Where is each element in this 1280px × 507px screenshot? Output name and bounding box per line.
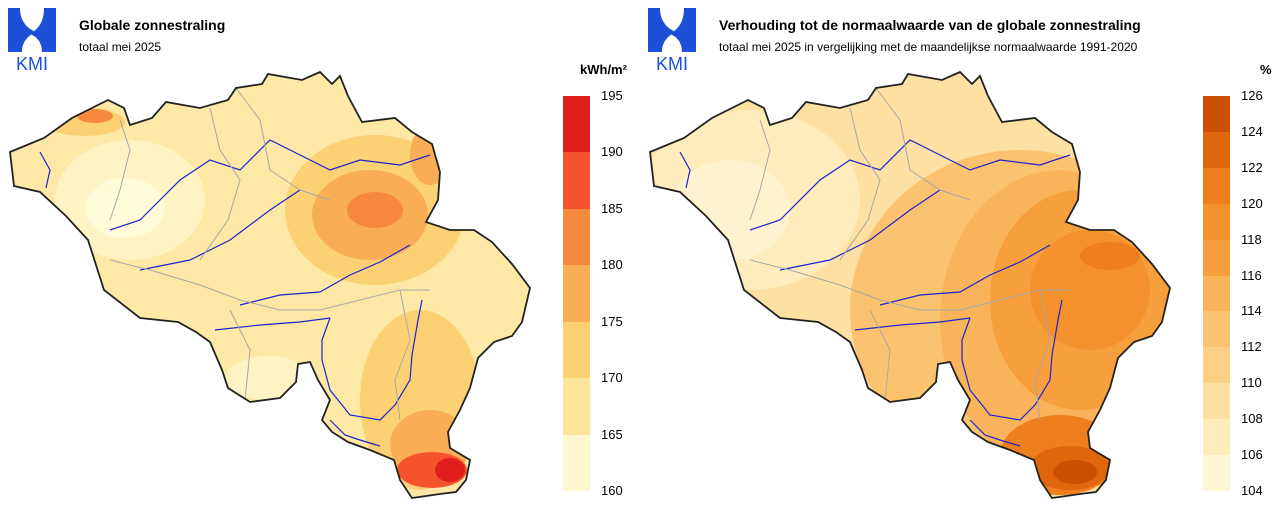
ratio-panel: KMI Verhouding tot de normaalwaarde van … (640, 0, 1280, 507)
legend-tick-label: 106 (1241, 447, 1263, 463)
legend-color-box (563, 321, 590, 379)
legend-color-box (1203, 131, 1230, 169)
legend-tick-label: 180 (601, 257, 623, 273)
province-border (109, 119, 131, 221)
legend-tick-label: 116 (1241, 267, 1262, 283)
river-line (779, 189, 941, 271)
kmi-logo: KMI (648, 8, 696, 72)
legend-tick-label: 124 (1241, 123, 1263, 139)
province-border (749, 259, 1070, 311)
legend-tick-label: 110 (1241, 375, 1262, 391)
legend-color-box (1203, 239, 1230, 277)
peak-radiation-zone (347, 192, 403, 228)
legend-color-box (1203, 347, 1230, 384)
legend-tick-label: 126 (1241, 88, 1263, 103)
river-line (329, 419, 381, 447)
legend-color-box (563, 96, 590, 153)
kmi-logo-wave (670, 8, 696, 52)
river-line (749, 139, 1071, 231)
belgium-ratio-map (649, 70, 1171, 499)
river-line (679, 151, 691, 189)
kmi-logo-text: KMI (16, 54, 48, 72)
legend-unit: kWh/m² (580, 62, 627, 77)
legend-color-box (563, 152, 590, 210)
kmi-logo-wave (30, 8, 56, 52)
province-borders (749, 87, 1070, 421)
legend-tick-label: 165 (601, 426, 623, 442)
river-line (214, 317, 331, 331)
river-line (109, 139, 431, 231)
low-radiation-zone (226, 356, 310, 400)
legend-color-box (1203, 311, 1230, 348)
legend-color-box (1203, 383, 1230, 420)
legend-tick-label: 170 (601, 370, 623, 386)
province-border (875, 87, 971, 201)
river-line (39, 151, 51, 189)
legend-tick-label: 108 (1241, 411, 1263, 427)
river-line (961, 299, 1063, 421)
river-line (139, 189, 301, 271)
kmi-logo: KMI (8, 8, 56, 72)
kmi-logo-text: KMI (656, 54, 688, 72)
legend-color-box (1203, 419, 1230, 456)
radiation-panel: KMI Globale zonnestraling totaal mei 202… (8, 8, 627, 499)
high-radiation-zone (77, 109, 113, 123)
legend-color-box (563, 208, 590, 266)
peak-ratio-zone (1080, 242, 1140, 270)
country-border (9, 70, 531, 499)
legend-tick-label: 160 (601, 483, 623, 498)
rivers (39, 139, 431, 447)
river-line (321, 299, 423, 421)
province-border (109, 259, 430, 311)
legend-tick-label: 175 (601, 313, 623, 329)
rivers (679, 139, 1071, 447)
river-line (239, 244, 411, 306)
province-border (839, 107, 881, 261)
legend-unit: % (1260, 62, 1272, 77)
province-border (229, 309, 251, 401)
max-radiation-zone (435, 458, 465, 482)
province-border (869, 309, 891, 401)
belgium-radiation-map (9, 70, 531, 499)
legend-tick-label: 118 (1241, 231, 1262, 247)
legend-color-box (563, 265, 590, 323)
map-title: Globale zonnestraling (79, 17, 226, 33)
legend-color-box (1203, 275, 1230, 312)
map-title: Verhouding tot de normaalwaarde van de g… (719, 17, 1141, 33)
legend-tick-label: 190 (601, 144, 623, 160)
legend-color-box (1203, 167, 1230, 205)
legend-color-box (1203, 203, 1230, 241)
province-border (199, 107, 241, 261)
river-line (854, 317, 971, 331)
legend-tick-label: 114 (1241, 303, 1262, 319)
river-line (879, 244, 1051, 306)
province-border (394, 289, 411, 421)
province-border (235, 87, 331, 201)
kmi-logo-wave (8, 8, 36, 52)
legend-color-box (563, 378, 590, 436)
legend-color-box (1203, 455, 1230, 492)
legend-tick-label: 104 (1241, 483, 1263, 498)
legend-tick-label: 120 (1241, 195, 1263, 211)
legend-tick-label: 195 (601, 88, 623, 103)
province-border (1034, 289, 1051, 421)
legend-tick-label: 122 (1241, 159, 1263, 175)
province-borders (109, 87, 430, 421)
max-ratio-zone (1053, 460, 1097, 484)
province-border (749, 119, 771, 221)
map-subtitle: totaal mei 2025 in vergelijking met de m… (719, 40, 1138, 54)
low-radiation-zone (85, 178, 165, 238)
kmi-logo-wave (648, 8, 676, 52)
legend-color-box (563, 434, 590, 492)
legend-tick-label: 185 (601, 200, 623, 216)
map-subtitle: totaal mei 2025 (79, 40, 162, 54)
legend-color-box (1203, 96, 1230, 133)
country-border (649, 70, 1171, 499)
river-line (969, 419, 1021, 447)
legend-tick-label: 112 (1241, 339, 1262, 355)
